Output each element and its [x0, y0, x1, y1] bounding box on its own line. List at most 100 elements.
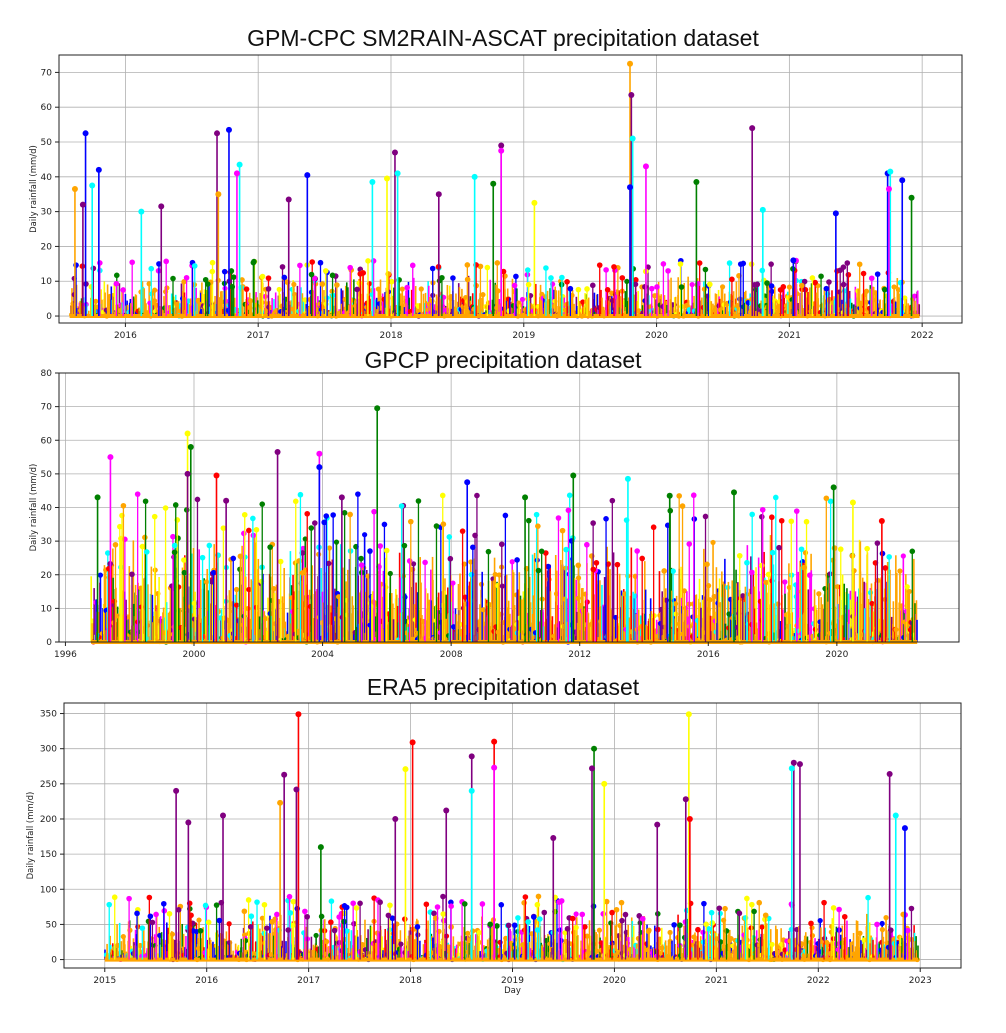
data-point	[654, 284, 660, 290]
data-point	[737, 261, 744, 267]
data-point	[302, 297, 308, 303]
chart-title-3: ERA5 precipitation dataset	[366, 674, 640, 700]
data-point	[93, 298, 99, 304]
data-point	[818, 273, 824, 280]
data-point	[281, 274, 288, 281]
data-point	[229, 284, 236, 290]
data-point	[710, 539, 716, 546]
data-point	[763, 579, 769, 585]
data-point	[860, 270, 867, 277]
data-point	[665, 268, 671, 274]
data-point	[798, 282, 805, 289]
data-point	[707, 597, 713, 603]
data-point	[259, 273, 266, 280]
data-point	[702, 266, 709, 273]
data-point	[191, 600, 197, 606]
data-point	[262, 615, 269, 622]
data-point	[484, 264, 491, 271]
data-point	[548, 275, 554, 281]
data-point	[543, 265, 549, 271]
data-point	[221, 268, 228, 275]
peak-point	[435, 191, 442, 198]
peak-point	[79, 201, 86, 208]
data-point	[492, 571, 498, 578]
data-point	[410, 561, 417, 567]
data-point	[233, 586, 240, 593]
peak-point	[498, 147, 505, 154]
data-point	[696, 260, 703, 266]
data-point	[276, 286, 282, 293]
peak-point	[82, 130, 89, 137]
x-tick-label: 2022	[911, 331, 934, 341]
data-point	[494, 260, 501, 266]
data-point	[477, 263, 484, 270]
data-point	[719, 284, 726, 290]
data-point	[864, 299, 870, 305]
data-point	[584, 286, 590, 292]
peak-point	[304, 172, 311, 179]
data-point	[580, 299, 586, 305]
data-point	[539, 291, 545, 297]
peak-point	[629, 135, 636, 142]
y-tick-label: 40	[41, 173, 53, 183]
chart-1: 2016 2017 2018 2019 2020 2021 2022 0 10 20 30 40 50 6…	[29, 54, 963, 341]
data-point	[642, 284, 648, 290]
peak-point	[391, 149, 398, 156]
data-point	[686, 307, 692, 313]
data-point	[525, 281, 532, 288]
data-point	[265, 286, 272, 292]
y-tick-label: 30	[41, 208, 53, 218]
data-point	[495, 288, 501, 294]
data-point	[524, 267, 531, 273]
data-point	[309, 259, 316, 265]
data-point	[450, 580, 456, 586]
data-point	[677, 261, 684, 267]
data-point	[868, 275, 875, 282]
data-point	[754, 281, 761, 288]
data-point	[689, 281, 695, 288]
data-point	[589, 282, 596, 289]
peak-point	[95, 166, 102, 173]
data-point	[895, 287, 901, 293]
data-point	[519, 296, 526, 303]
data-point	[707, 281, 713, 288]
data-point	[347, 264, 353, 271]
data-point	[357, 271, 364, 277]
peak-point	[885, 186, 892, 192]
data-point	[468, 559, 474, 565]
data-point	[129, 259, 135, 266]
x-tick-label: 2016	[114, 331, 137, 341]
data-point	[191, 263, 198, 269]
data-point	[604, 287, 611, 293]
x-tick-label: 2018	[380, 331, 403, 341]
data-point	[439, 274, 445, 281]
data-point	[619, 275, 626, 281]
data-point	[648, 285, 655, 292]
data-point	[500, 268, 507, 275]
data-point	[156, 261, 162, 267]
data-point	[181, 279, 187, 285]
peak-point	[749, 125, 756, 132]
data-point	[362, 532, 368, 538]
data-point	[297, 262, 303, 269]
data-point	[480, 292, 486, 298]
y-tick-label: 20	[41, 242, 53, 252]
peak-point	[642, 163, 649, 170]
data-point	[97, 572, 104, 578]
data-point	[845, 271, 852, 278]
data-point	[97, 260, 103, 266]
peak-point	[693, 179, 700, 186]
peak-point	[899, 177, 906, 184]
data-point	[837, 267, 843, 274]
peak-point	[471, 173, 478, 180]
data-point	[464, 262, 471, 268]
data-point	[170, 275, 176, 282]
data-point	[611, 264, 617, 270]
data-point	[782, 579, 788, 585]
y-tick-label: 50	[41, 138, 53, 148]
data-point	[308, 271, 315, 278]
peak-point	[490, 180, 497, 187]
peak-point	[89, 182, 96, 189]
data-point	[183, 274, 190, 281]
